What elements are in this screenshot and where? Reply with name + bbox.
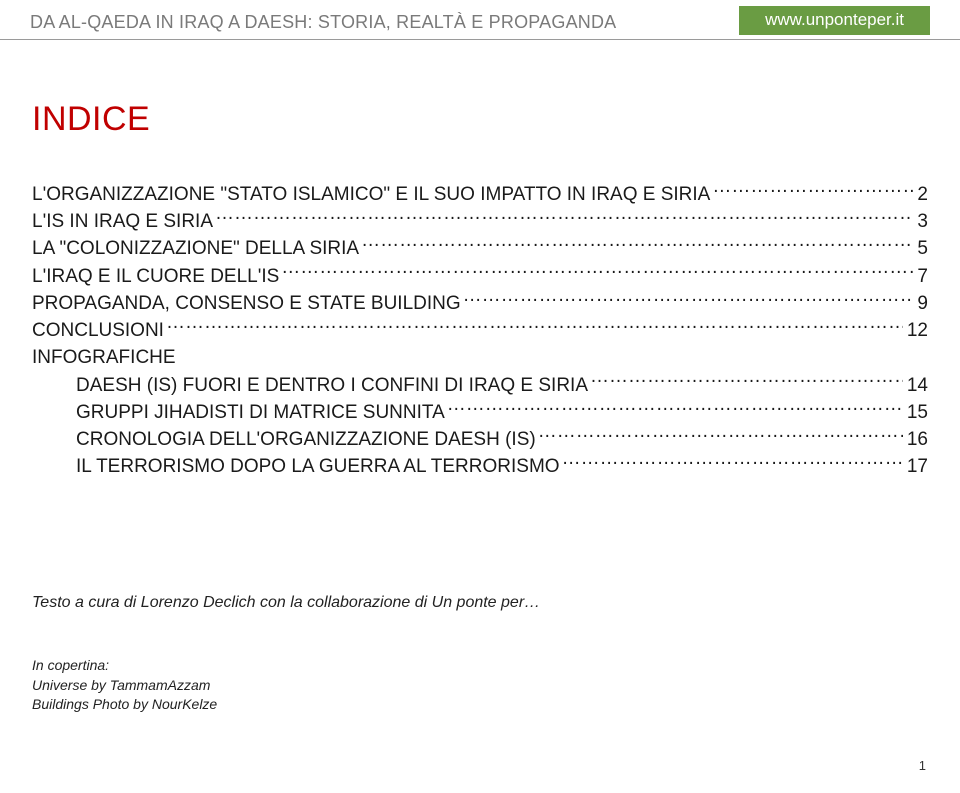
table-of-contents: L'ORGANIZZAZIONE "STATO ISLAMICO" E IL S… — [32, 181, 928, 480]
credit-universe: Universe by TammamAzzam — [32, 676, 928, 696]
credit-buildings: Buildings Photo by NourKelze — [32, 695, 928, 715]
toc-label: LA "COLONIZZAZIONE" DELLA SIRIA — [32, 236, 359, 262]
toc-page: 7 — [915, 264, 928, 290]
toc-entry: PROPAGANDA, CONSENSO E STATE BUILDING 9 — [32, 290, 928, 317]
toc-page: 14 — [905, 373, 928, 399]
page-number: 1 — [919, 758, 926, 773]
toc-leader — [166, 317, 903, 336]
toc-leader — [562, 453, 903, 472]
header-title: DA AL-QAEDA IN IRAQ A DAESH: STORIA, REA… — [30, 12, 616, 33]
content-area: INDICE L'ORGANIZZAZIONE "STATO ISLAMICO"… — [0, 40, 960, 480]
toc-page: 15 — [905, 400, 928, 426]
toc-leader — [463, 290, 914, 309]
toc-leader — [281, 263, 913, 282]
toc-entry: CONCLUSIONI 12 — [32, 317, 928, 344]
toc-entry: INFOGRAFICHE — [32, 344, 928, 371]
toc-page: 5 — [915, 236, 928, 262]
toc-leader — [712, 181, 913, 200]
toc-label: L'IS IN IRAQ E SIRIA — [32, 209, 213, 235]
toc-leader — [361, 235, 913, 254]
toc-label: PROPAGANDA, CONSENSO E STATE BUILDING — [32, 291, 461, 317]
toc-label: CONCLUSIONI — [32, 318, 164, 344]
header-link[interactable]: www.unponteper.it — [739, 6, 930, 35]
credits-block: Testo a cura di Lorenzo Declich con la c… — [0, 594, 960, 715]
toc-page: 9 — [915, 291, 928, 317]
toc-label: DAESH (IS) FUORI E DENTRO I CONFINI DI I… — [76, 373, 588, 399]
toc-entry: IL TERRORISMO DOPO LA GUERRA AL TERRORIS… — [32, 453, 928, 480]
toc-page: 17 — [905, 454, 928, 480]
toc-entry: L'IRAQ E IL CUORE DELL'IS 7 — [32, 263, 928, 290]
toc-leader — [590, 372, 903, 391]
toc-page: 16 — [905, 427, 928, 453]
toc-entry: CRONOLOGIA DELL'ORGANIZZAZIONE DAESH (IS… — [32, 426, 928, 453]
credit-copertina: In copertina: — [32, 656, 928, 676]
toc-entry: DAESH (IS) FUORI E DENTRO I CONFINI DI I… — [32, 372, 928, 399]
toc-label: L'IRAQ E IL CUORE DELL'IS — [32, 264, 279, 290]
toc-label: CRONOLOGIA DELL'ORGANIZZAZIONE DAESH (IS… — [76, 427, 536, 453]
toc-page: 3 — [915, 209, 928, 235]
toc-page: 2 — [915, 182, 928, 208]
toc-leader — [538, 426, 903, 445]
toc-label: IL TERRORISMO DOPO LA GUERRA AL TERRORIS… — [76, 454, 560, 480]
toc-entry: LA "COLONIZZAZIONE" DELLA SIRIA 5 — [32, 235, 928, 262]
page-header: DA AL-QAEDA IN IRAQ A DAESH: STORIA, REA… — [0, 0, 960, 40]
indice-heading: INDICE — [32, 100, 928, 139]
toc-entry: L'ORGANIZZAZIONE "STATO ISLAMICO" E IL S… — [32, 181, 928, 208]
credit-main: Testo a cura di Lorenzo Declich con la c… — [32, 594, 928, 612]
toc-label: GRUPPI JIHADISTI DI MATRICE SUNNITA — [76, 400, 445, 426]
toc-entry: GRUPPI JIHADISTI DI MATRICE SUNNITA 15 — [32, 399, 928, 426]
toc-leader — [447, 399, 903, 418]
toc-page: 12 — [905, 318, 928, 344]
toc-leader — [215, 208, 913, 227]
toc-label: L'ORGANIZZAZIONE "STATO ISLAMICO" E IL S… — [32, 182, 710, 208]
toc-leader — [178, 344, 926, 363]
toc-label: INFOGRAFICHE — [32, 345, 176, 371]
toc-entry: L'IS IN IRAQ E SIRIA 3 — [32, 208, 928, 235]
